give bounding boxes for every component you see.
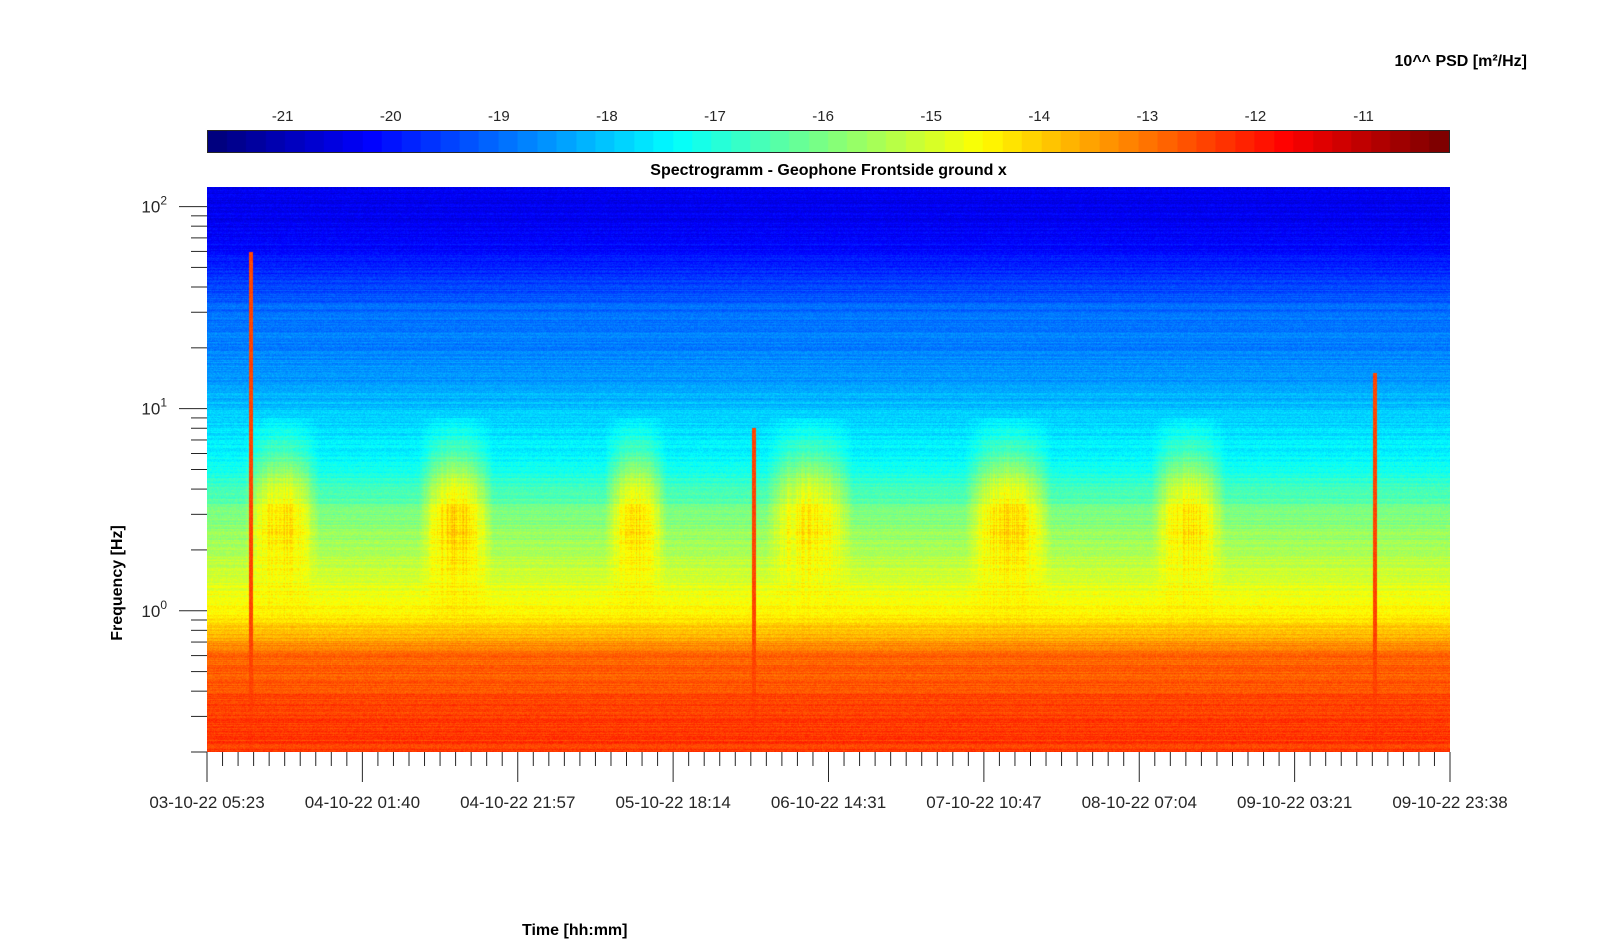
x-tick-label: 05-10-22 18:14 bbox=[615, 793, 730, 812]
spectrogram-image bbox=[207, 187, 1450, 752]
x-tick-label: 04-10-22 21:57 bbox=[460, 793, 575, 812]
colorbar-tick-label: -19 bbox=[488, 108, 510, 125]
chart-title: Spectrogramm - Geophone Frontside ground… bbox=[650, 162, 1007, 179]
y-tick-label: 101 bbox=[141, 396, 167, 419]
colorbar-tick-label: -16 bbox=[812, 108, 834, 125]
y-tick-label: 102 bbox=[141, 194, 167, 217]
x-tick-label: 06-10-22 14:31 bbox=[771, 793, 886, 812]
x-tick-label: 09-10-22 23:38 bbox=[1392, 793, 1507, 812]
colorbar-axis: -21 -20 -19 -18 -17 -16 -15 -14 -13 -12 -11 bbox=[272, 108, 1374, 138]
colorbar-tick-label: -20 bbox=[380, 108, 402, 125]
y-tick-label: 100 bbox=[141, 598, 167, 621]
x-tick-label: 03-10-22 05:23 bbox=[149, 793, 264, 812]
x-tick-label: 04-10-22 01:40 bbox=[305, 793, 420, 812]
x-tick-label: 08-10-22 07:04 bbox=[1082, 793, 1197, 812]
colorbar-tick-label: -15 bbox=[920, 108, 942, 125]
x-axis-label: Time [hh:mm] bbox=[522, 922, 628, 939]
colorbar-tick-label: -11 bbox=[1353, 108, 1374, 125]
colorbar-tick-label: -12 bbox=[1245, 108, 1267, 125]
colorbar-tick-label: -13 bbox=[1137, 108, 1159, 125]
colorbar-tick-label: -21 bbox=[272, 108, 294, 125]
colorbar-tick-label: -18 bbox=[596, 108, 618, 125]
colorbar-tick-label: -14 bbox=[1028, 108, 1050, 125]
y-axis-label: Frequency [Hz] bbox=[109, 525, 126, 641]
x-tick-label: 07-10-22 10:47 bbox=[926, 793, 1041, 812]
x-tick-label: 09-10-22 03:21 bbox=[1237, 793, 1352, 812]
colorbar-tick-label: -17 bbox=[704, 108, 726, 125]
colorbar-label: 10^^ PSD [m²/Hz] bbox=[1394, 53, 1527, 70]
colorbar bbox=[207, 130, 1450, 153]
